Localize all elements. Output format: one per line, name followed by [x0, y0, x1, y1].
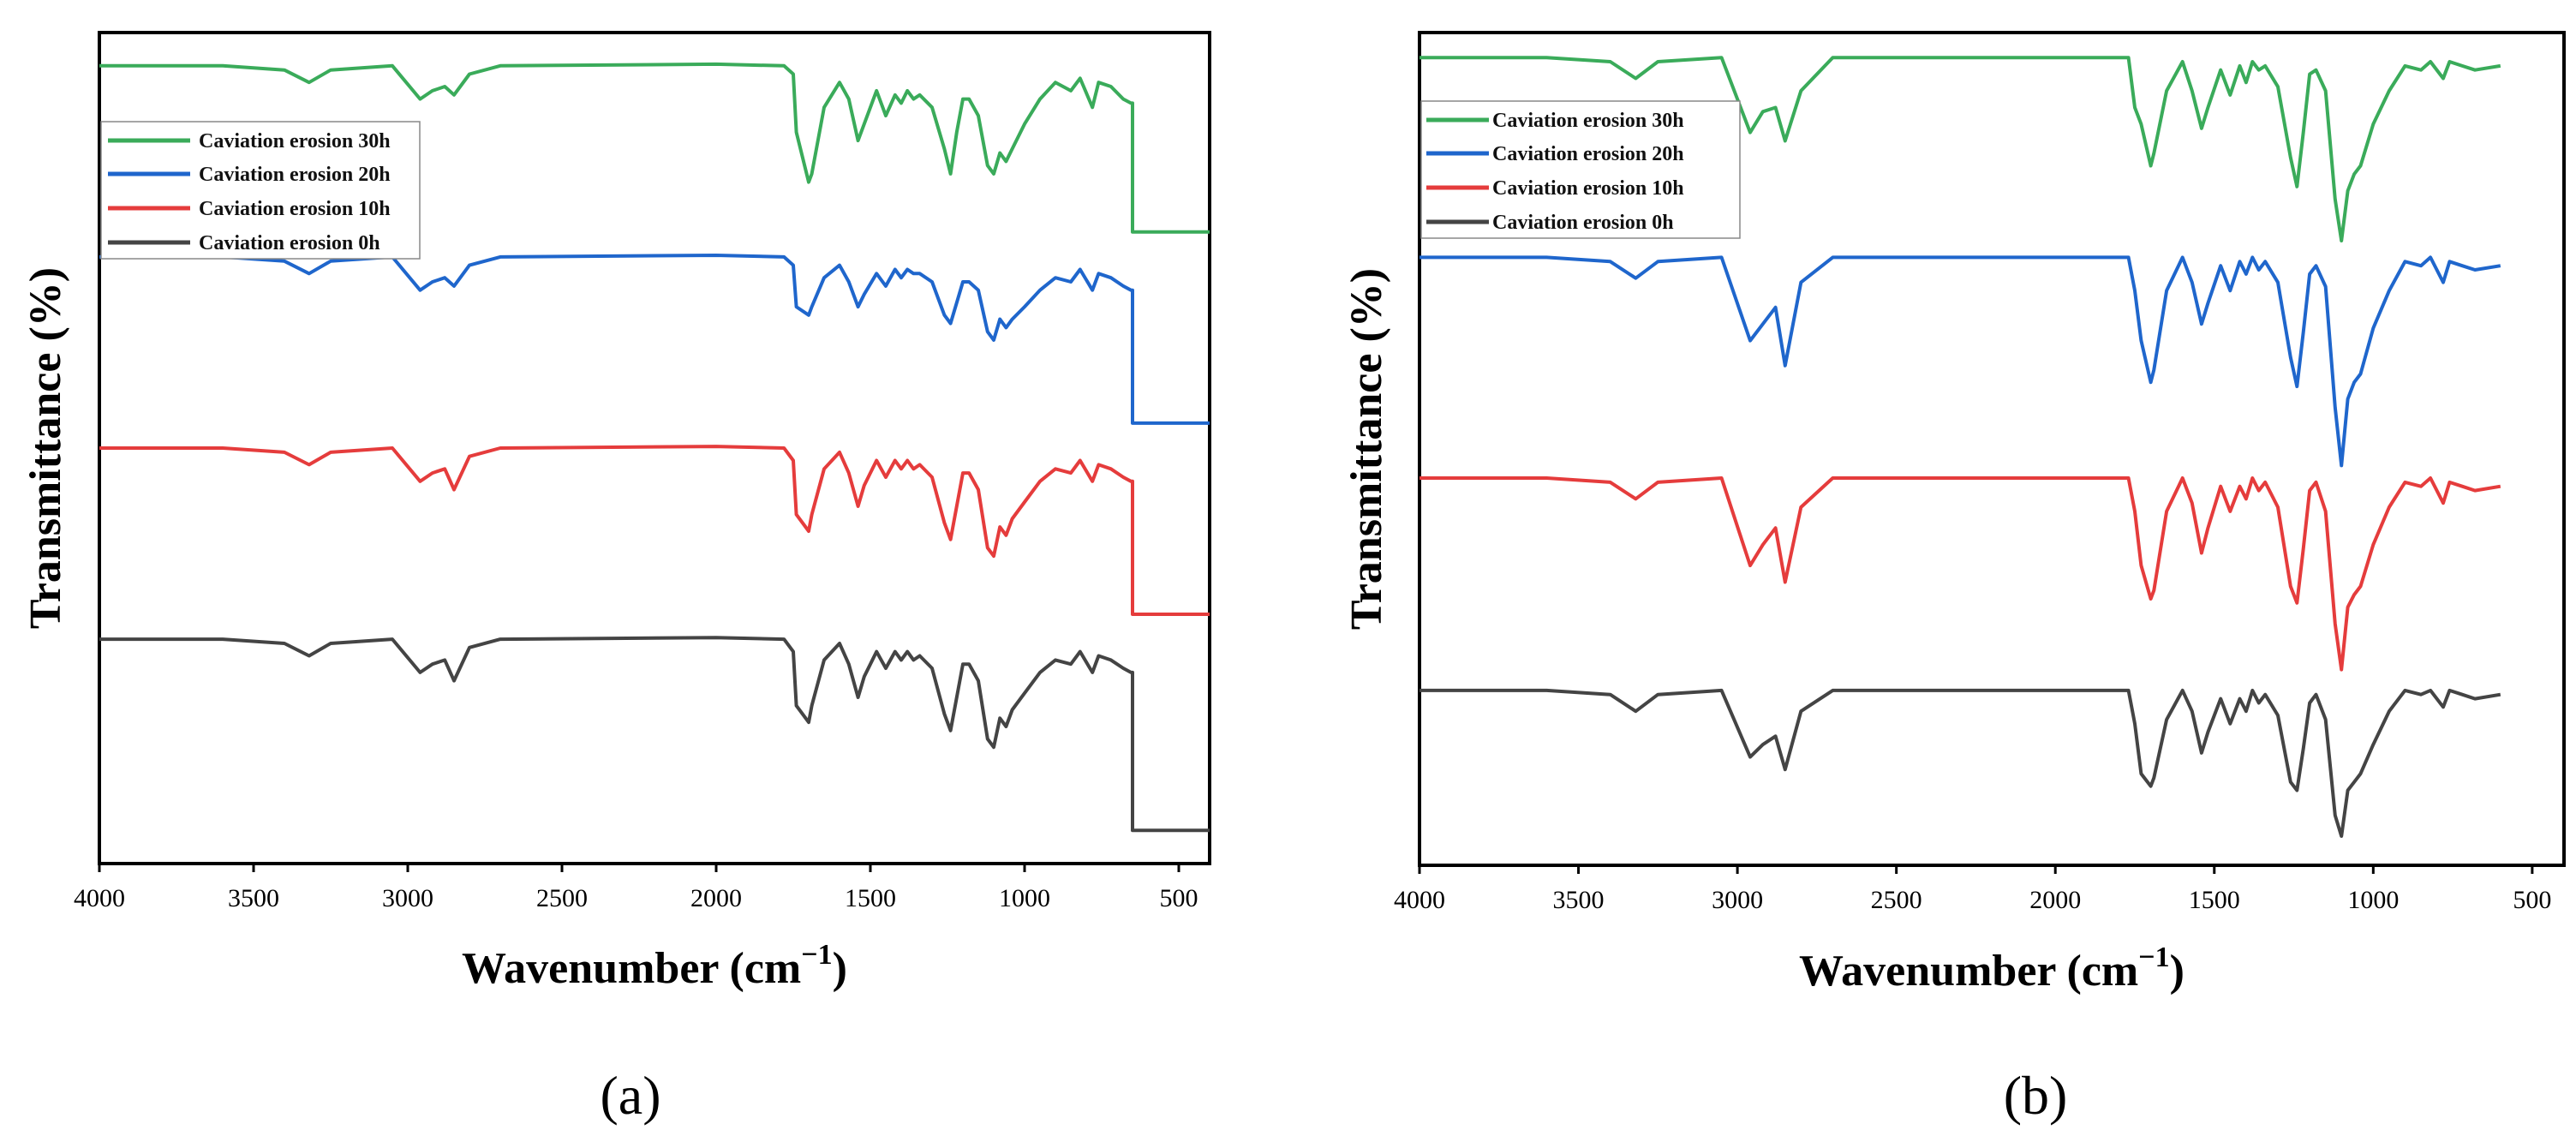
panel-a-series-line-0 [99, 62, 1210, 234]
panel-a-x-tick-label-7: 500 [1160, 884, 1198, 912]
panel-a-x-tick-label-1: 3500 [228, 884, 279, 912]
panel-b-series-line-1 [1419, 255, 2501, 468]
panel-a-x-tick-label-5: 1500 [845, 884, 896, 912]
panel-a-x-tick-label-0: 4000 [74, 884, 125, 912]
panel-b-legend-box [1420, 100, 1741, 239]
panel-a-x-axis-label: Wavenumber (cm−1) [462, 939, 847, 993]
panel-a-label: (a) [600, 1065, 660, 1126]
panel-b-label: (b) [2004, 1065, 2068, 1126]
panel-a-x-ticks: 4000 3500 3000 2500 2000 1500 1000 500 [74, 864, 1198, 912]
panel-a-legend-label-3: Caviation erosion 0h [199, 232, 380, 254]
panel-a-series-lines [99, 62, 1210, 833]
panel-b-x-axis-label: Wavenumber (cm−1) [1799, 942, 2185, 996]
panel-b-plot-frame [1418, 31, 2566, 867]
panel-b-x-tick-label-7: 500 [2513, 886, 2551, 914]
panel-a-series-line-3 [99, 636, 1210, 833]
panel-a-legend-label-1: Caviation erosion 20h [199, 164, 391, 186]
panel-b-x-tick-label-3: 2500 [1871, 886, 1922, 914]
panel-b: 4000 3500 3000 2500 2000 1500 1000 500 Caviatio… [1342, 31, 2566, 1126]
panel-b-legend: Caviation erosion 30h Caviation erosion … [1420, 100, 1741, 239]
panel-a-legend: Caviation erosion 30h Caviation erosion … [100, 121, 421, 260]
panel-b-legend-label-1: Caviation erosion 20h [1492, 143, 1684, 165]
panel-b-x-tick-label-6: 1000 [2347, 886, 2399, 914]
panel-b-series-line-3 [1419, 688, 2501, 838]
panel-a-legend-label-2: Caviation erosion 10h [199, 198, 391, 220]
panel-a-y-axis-label: Transmittance (%) [21, 267, 70, 629]
panel-b-legend-label-0: Caviation erosion 30h [1492, 110, 1684, 132]
panel-b-x-tick-label-5: 1500 [2189, 886, 2240, 914]
panel-b-y-axis-label: Transmittance (%) [1342, 268, 1391, 630]
panel-b-x-tick-label-2: 3000 [1712, 886, 1763, 914]
panel-a-x-tick-label-4: 2000 [690, 884, 742, 912]
panel-b-legend-label-2: Caviation erosion 10h [1492, 177, 1684, 200]
panel-b-x-ticks: 4000 3500 3000 2500 2000 1500 1000 500 [1394, 865, 2551, 914]
panel-a-x-tick-label-6: 1000 [999, 884, 1050, 912]
panel-b-series-lines [1419, 56, 2501, 838]
panel-b-series-line-2 [1419, 476, 2501, 672]
panel-a: 4000 3500 3000 2500 2000 1500 1000 500 Caviatio… [21, 31, 1211, 1126]
panel-a-x-tick-label-3: 2500 [536, 884, 588, 912]
panel-a-legend-label-0: Caviation erosion 30h [199, 130, 391, 152]
panel-b-series-line-0 [1419, 56, 2501, 242]
panel-b-legend-label-3: Caviation erosion 0h [1492, 212, 1674, 234]
panel-b-x-tick-label-4: 2000 [2029, 886, 2081, 914]
panel-b-x-tick-label-1: 3500 [1553, 886, 1605, 914]
panel-b-x-tick-label-0: 4000 [1394, 886, 1445, 914]
panel-a-x-tick-label-2: 3000 [382, 884, 433, 912]
panel-a-series-line-2 [99, 445, 1210, 616]
panel-a-legend-box [100, 121, 421, 260]
panel-a-series-line-1 [99, 254, 1210, 425]
